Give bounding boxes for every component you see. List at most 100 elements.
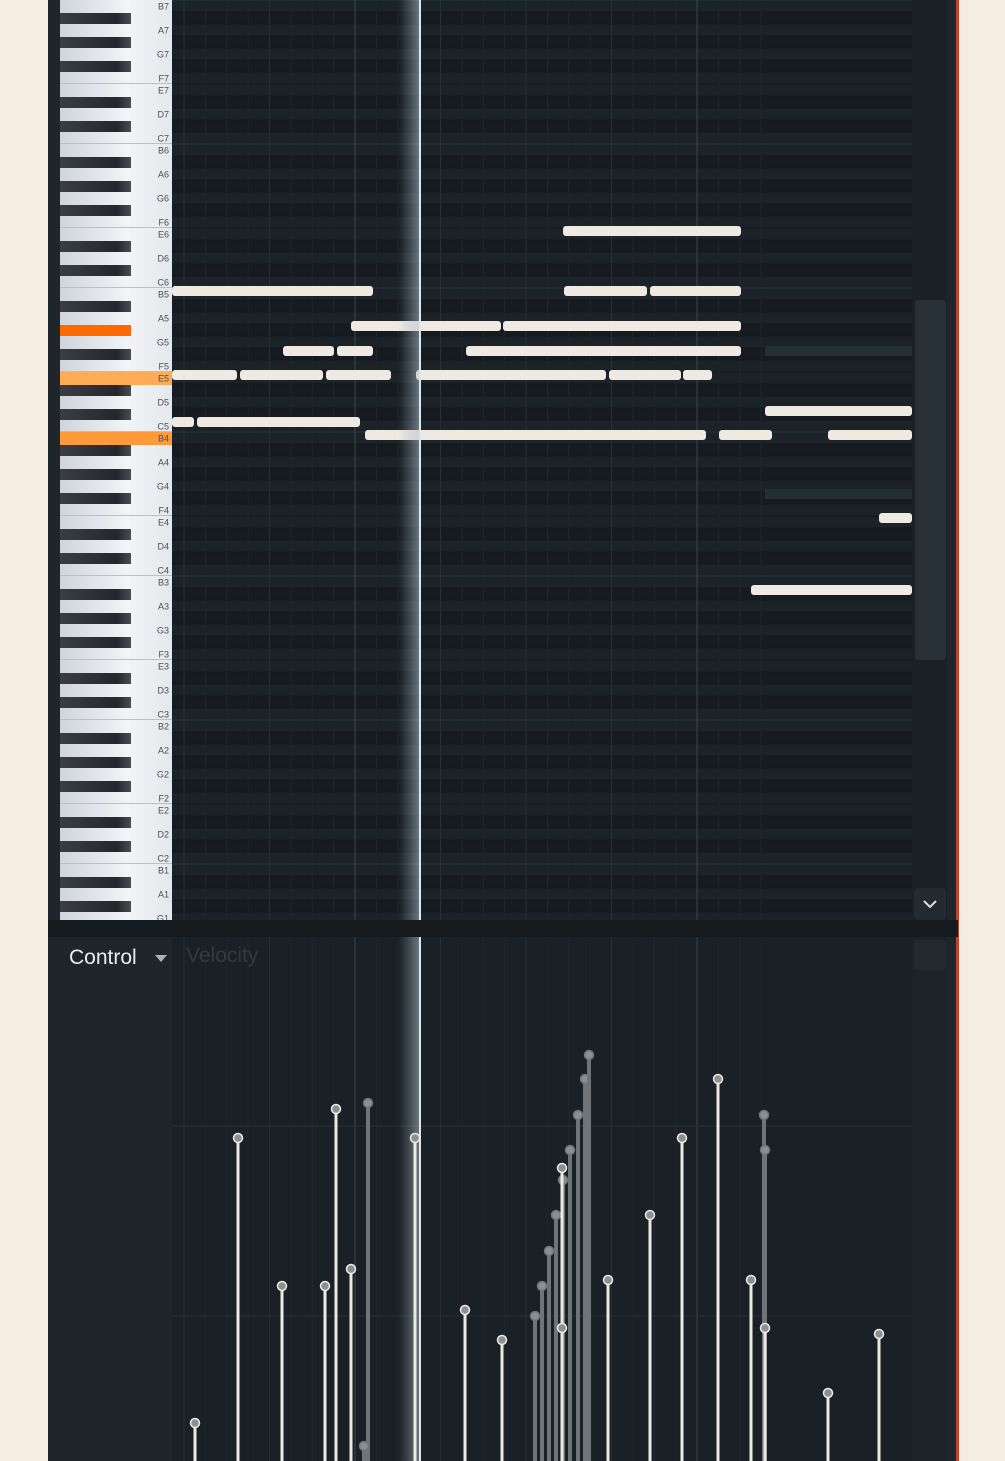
key-label: F3 bbox=[158, 649, 169, 659]
velocity-handle[interactable] bbox=[189, 1417, 201, 1429]
velocity-handle[interactable] bbox=[758, 1109, 770, 1121]
note[interactable] bbox=[240, 370, 323, 380]
black-key[interactable] bbox=[60, 385, 131, 396]
black-key[interactable] bbox=[60, 445, 131, 456]
black-key[interactable] bbox=[60, 349, 131, 360]
black-key[interactable] bbox=[60, 841, 131, 852]
note[interactable] bbox=[283, 346, 334, 356]
velocity-handle[interactable] bbox=[232, 1132, 244, 1144]
velocity-handle[interactable] bbox=[564, 1144, 576, 1156]
velocity-handle[interactable] bbox=[550, 1209, 562, 1221]
key-label: B7 bbox=[158, 1, 169, 11]
black-key[interactable] bbox=[60, 493, 131, 504]
black-key[interactable] bbox=[60, 529, 131, 540]
note[interactable] bbox=[609, 370, 681, 380]
note[interactable] bbox=[650, 286, 741, 296]
velocity-handle[interactable] bbox=[330, 1103, 342, 1115]
black-key[interactable] bbox=[60, 469, 131, 480]
black-key[interactable] bbox=[60, 553, 131, 564]
velocity-handle[interactable] bbox=[745, 1274, 757, 1286]
velocity-handle[interactable] bbox=[362, 1097, 374, 1109]
black-key[interactable] bbox=[60, 409, 131, 420]
black-key[interactable] bbox=[60, 817, 131, 828]
note[interactable] bbox=[751, 585, 912, 595]
lane-row bbox=[172, 576, 912, 588]
note[interactable] bbox=[326, 370, 391, 380]
note[interactable] bbox=[172, 417, 194, 427]
note[interactable] bbox=[172, 370, 237, 380]
divider[interactable] bbox=[48, 920, 958, 937]
velocity-handle[interactable] bbox=[572, 1109, 584, 1121]
velocity-handle[interactable] bbox=[712, 1073, 724, 1085]
black-key[interactable] bbox=[60, 589, 131, 600]
black-key[interactable] bbox=[60, 97, 131, 108]
note[interactable] bbox=[466, 346, 741, 356]
black-key[interactable] bbox=[60, 121, 131, 132]
note[interactable] bbox=[765, 406, 912, 416]
dropdown-arrow[interactable] bbox=[155, 955, 167, 962]
velocity-handle[interactable] bbox=[543, 1245, 555, 1257]
black-key[interactable] bbox=[60, 157, 131, 168]
velocity-handle[interactable] bbox=[496, 1334, 508, 1346]
note[interactable] bbox=[828, 430, 912, 440]
black-key[interactable] bbox=[60, 241, 131, 252]
velocity-handle[interactable] bbox=[759, 1322, 771, 1334]
velocity-handle[interactable] bbox=[345, 1263, 357, 1275]
lane-row bbox=[172, 480, 912, 492]
note[interactable] bbox=[719, 430, 772, 440]
note[interactable] bbox=[197, 417, 360, 427]
highlighted-key[interactable] bbox=[60, 371, 172, 385]
note[interactable] bbox=[365, 430, 706, 440]
black-key[interactable] bbox=[60, 637, 131, 648]
scroll-thumb[interactable] bbox=[915, 300, 946, 660]
black-key[interactable] bbox=[60, 61, 131, 72]
black-key[interactable] bbox=[60, 205, 131, 216]
black-key[interactable] bbox=[60, 13, 131, 24]
velocity-handle[interactable] bbox=[676, 1132, 688, 1144]
black-key[interactable] bbox=[60, 781, 131, 792]
black-key[interactable] bbox=[60, 301, 131, 312]
velocity-handle[interactable] bbox=[556, 1322, 568, 1334]
note[interactable] bbox=[172, 286, 373, 296]
velocity-handle[interactable] bbox=[583, 1049, 595, 1061]
note[interactable] bbox=[879, 513, 912, 523]
scroll-down-button[interactable] bbox=[914, 888, 946, 920]
lane-row bbox=[172, 24, 912, 36]
highlighted-key[interactable] bbox=[60, 431, 172, 445]
velocity-handle[interactable] bbox=[536, 1280, 548, 1292]
black-key[interactable] bbox=[60, 37, 131, 48]
black-key[interactable] bbox=[60, 613, 131, 624]
black-key[interactable] bbox=[60, 757, 131, 768]
black-key[interactable] bbox=[60, 181, 131, 192]
note[interactable] bbox=[564, 286, 647, 296]
velocity-handle[interactable] bbox=[358, 1440, 370, 1452]
velocity-handle[interactable] bbox=[409, 1132, 421, 1144]
black-key[interactable] bbox=[60, 877, 131, 888]
velocity-handle[interactable] bbox=[822, 1387, 834, 1399]
velocity-handle[interactable] bbox=[602, 1274, 614, 1286]
velocity-handle[interactable] bbox=[873, 1328, 885, 1340]
note[interactable] bbox=[563, 226, 741, 236]
velocity-handle[interactable] bbox=[276, 1280, 288, 1292]
velocity-handle[interactable] bbox=[529, 1310, 541, 1322]
note[interactable] bbox=[416, 370, 606, 380]
velocity-handle[interactable] bbox=[319, 1280, 331, 1292]
note[interactable] bbox=[351, 321, 501, 331]
black-key[interactable] bbox=[60, 325, 131, 336]
velocity-handle[interactable] bbox=[459, 1304, 471, 1316]
note[interactable] bbox=[337, 346, 373, 356]
velocity-handle[interactable] bbox=[759, 1144, 771, 1156]
black-key[interactable] bbox=[60, 673, 131, 684]
velocity-handle[interactable] bbox=[644, 1209, 656, 1221]
note[interactable] bbox=[503, 321, 741, 331]
velocity-handle[interactable] bbox=[556, 1162, 568, 1174]
lane-button[interactable] bbox=[914, 940, 946, 970]
control-dropdown[interactable]: Control bbox=[69, 946, 137, 969]
key-label: A3 bbox=[158, 601, 169, 611]
lane-row bbox=[172, 744, 912, 756]
black-key[interactable] bbox=[60, 265, 131, 276]
black-key[interactable] bbox=[60, 901, 131, 912]
note[interactable] bbox=[683, 370, 712, 380]
black-key[interactable] bbox=[60, 733, 131, 744]
black-key[interactable] bbox=[60, 697, 131, 708]
